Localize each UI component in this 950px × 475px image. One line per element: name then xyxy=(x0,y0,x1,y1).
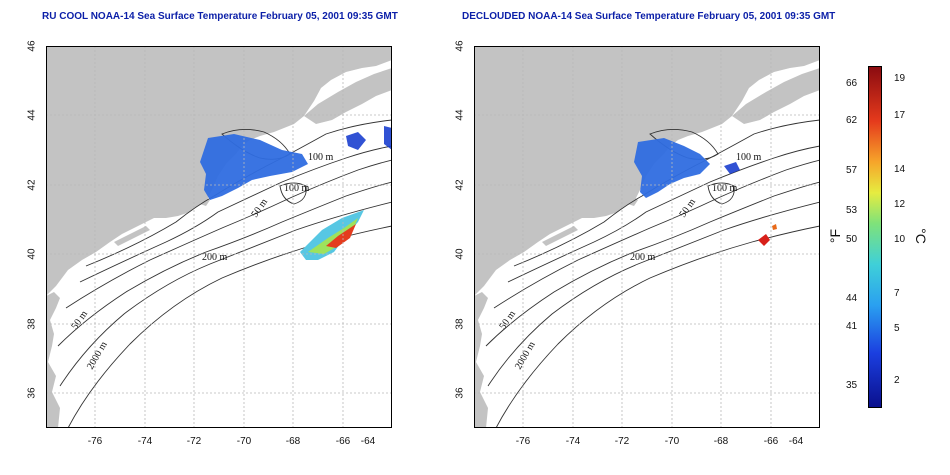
colorbar-c-tick: 17 xyxy=(894,110,906,121)
contour-label: 200 m xyxy=(202,252,228,263)
graticule xyxy=(46,46,392,428)
y-tick-label: 40 xyxy=(454,248,466,260)
contour-label: 100 m xyxy=(308,152,334,163)
land-nova-scotia xyxy=(732,68,820,124)
colorbar-f-tick: 57 xyxy=(846,165,858,176)
contour-label: 200 m xyxy=(630,252,656,263)
x-tick-label: -66 xyxy=(763,436,779,447)
x-tick-label: -70 xyxy=(236,436,252,447)
x-tick-label: -74 xyxy=(565,436,581,447)
colorbar-f-tick: 41 xyxy=(846,321,858,332)
land-long-island xyxy=(114,226,150,246)
bathymetry-contours xyxy=(57,119,392,428)
land-long-island xyxy=(542,226,578,246)
map-frame xyxy=(474,46,820,428)
sst-data-cold-patch-3 xyxy=(384,126,392,150)
contour-label: 100 m xyxy=(712,183,738,194)
sst-data-cold-patch-2 xyxy=(346,132,366,150)
colorbar-c-tick: 5 xyxy=(894,323,900,334)
colorbar-c-tick: 2 xyxy=(894,375,900,386)
colorbar-c-tick: 10 xyxy=(894,234,906,245)
colorbar-c-tick: 19 xyxy=(894,73,906,84)
sst-data-warm-spot xyxy=(758,234,770,246)
x-tick-label: -68 xyxy=(285,436,301,447)
colorbar-f-tick: 62 xyxy=(846,115,858,126)
sst-map-raw: 100 m 100 m 50 m 200 m 50 m 2000 m xyxy=(46,46,392,428)
colorbar-gradient xyxy=(868,66,882,408)
y-tick-label: 44 xyxy=(26,109,38,121)
contour-label: 100 m xyxy=(736,152,762,163)
x-tick-label: -72 xyxy=(614,436,630,447)
x-tick-label: -74 xyxy=(137,436,153,447)
y-tick-label: 42 xyxy=(454,179,466,191)
colorbar-f-tick: 35 xyxy=(846,380,858,391)
sst-map-declouded: 100 m 100 m 50 m 200 m 50 m 2000 m xyxy=(474,46,820,428)
x-tick-label: -66 xyxy=(335,436,351,447)
colorbar-f-tick: 50 xyxy=(846,234,858,245)
map-title-left: RU COOL NOAA-14 Sea Surface Temperature … xyxy=(42,11,398,22)
colorbar-f-tick: 53 xyxy=(846,205,858,216)
colorbar-c-tick: 14 xyxy=(894,164,906,175)
sst-data-gulfstream-core xyxy=(326,224,356,248)
x-tick-label: -76 xyxy=(87,436,103,447)
x-tick-label: -64 xyxy=(788,436,804,447)
colorbar-f-tick: 44 xyxy=(846,293,858,304)
graticule xyxy=(474,46,820,428)
land-south xyxy=(46,292,60,428)
map-title-right: DECLOUDED NOAA-14 Sea Surface Temperatur… xyxy=(462,11,836,22)
x-tick-label: -76 xyxy=(515,436,531,447)
colorbar-c-tick: 12 xyxy=(894,199,906,210)
land-cape-cod xyxy=(624,196,638,206)
land-cape-cod xyxy=(196,196,210,206)
land-nova-scotia xyxy=(304,68,392,124)
colorbar-c-tick: 7 xyxy=(894,288,900,299)
map-canvas: 100 m 100 m 50 m 200 m 50 m 2000 m xyxy=(46,46,392,428)
sst-data-cold-patch xyxy=(200,134,308,200)
y-tick-label: 40 xyxy=(26,248,38,260)
y-tick-label: 38 xyxy=(454,318,466,330)
y-tick-label: 42 xyxy=(26,179,38,191)
x-tick-label: -64 xyxy=(360,436,376,447)
x-tick-label: -68 xyxy=(713,436,729,447)
sst-data-warm-spot-2 xyxy=(772,224,777,230)
colorbar-unit-f: °F xyxy=(827,228,844,244)
y-tick-label: 46 xyxy=(454,40,466,52)
x-tick-label: -72 xyxy=(186,436,202,447)
y-tick-label: 38 xyxy=(26,318,38,330)
y-tick-label: 46 xyxy=(26,40,38,52)
sst-data-cold-patch-2 xyxy=(724,162,740,174)
y-tick-label: 36 xyxy=(454,387,466,399)
sst-data-gulfstream-mid xyxy=(308,218,358,254)
y-tick-label: 44 xyxy=(454,109,466,121)
colorbar-f-tick: 66 xyxy=(846,78,858,89)
land-south xyxy=(474,292,488,428)
y-tick-label: 36 xyxy=(26,387,38,399)
x-tick-label: -70 xyxy=(664,436,680,447)
map-frame xyxy=(46,46,392,428)
contour-label: 100 m xyxy=(284,183,310,194)
colorbar-unit-c: °C xyxy=(912,228,929,244)
map-canvas: 100 m 100 m 50 m 200 m 50 m 2000 m xyxy=(474,46,820,428)
